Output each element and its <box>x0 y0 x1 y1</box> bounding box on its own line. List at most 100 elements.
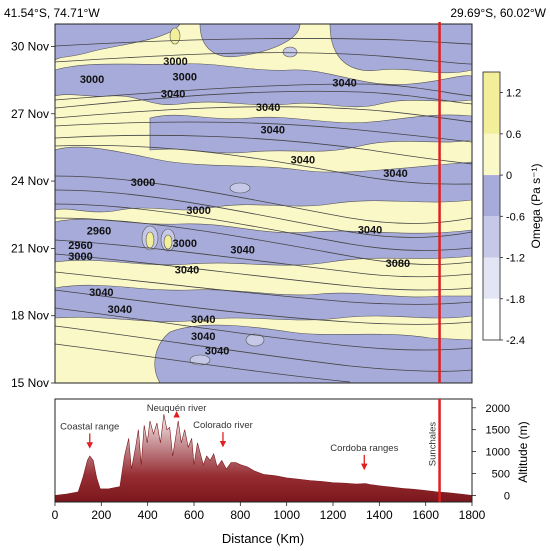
contour-label: 3040 <box>175 265 199 277</box>
strong-negative-pocket <box>245 333 265 347</box>
x-tick-label: 200 <box>91 508 111 522</box>
contour-line <box>55 106 472 123</box>
y-tick-label: 15 Nov <box>11 376 49 390</box>
contour-line <box>55 121 472 143</box>
annotation-label: Sunchales <box>427 422 438 467</box>
y-tick-label: 27 Nov <box>11 107 49 121</box>
y-tick-label: 18 Nov <box>11 309 49 323</box>
contour-label: 3040 <box>383 168 407 180</box>
colorbar-tick-label: -0.6 <box>506 211 525 223</box>
colorbar-tick-label: -1.2 <box>506 253 525 265</box>
contour-line <box>55 144 472 185</box>
contour-line <box>55 271 472 305</box>
altitude-tick-label: 500 <box>492 469 510 481</box>
negative-band <box>55 218 472 266</box>
positive-pocket <box>169 27 181 45</box>
colorbar-tick-label: 0.6 <box>506 129 521 141</box>
contour-label: 3040 <box>191 331 215 343</box>
colorbar-band <box>483 298 500 340</box>
annotation-label: Neuquén river <box>147 403 207 414</box>
contour-line <box>55 239 472 278</box>
colorbar: 1.2 0.6 0 -0.6 -1.2 -1.8 -2.4 Omega (Pa s⁻¹) <box>482 71 543 347</box>
y-tick-label: 30 Nov <box>11 39 49 53</box>
x-axis-label: Distance (Km) <box>222 531 304 546</box>
altitude-axis-ticks: 0 500 1000 1500 2000 <box>472 403 510 502</box>
positive-pocket <box>145 231 155 249</box>
contour-label: 3040 <box>230 244 254 256</box>
omega-panel: 3000 3000 3000 3040 3040 3040 3040 3040 3040 3000… <box>11 22 473 390</box>
contour-label: 3040 <box>291 155 315 167</box>
contour-line <box>55 37 472 47</box>
contour-label: 3040 <box>108 304 132 316</box>
colorbar-band <box>483 133 500 176</box>
contour-line <box>55 175 472 224</box>
contour-line <box>55 52 472 65</box>
contour-label: 3000 <box>163 56 187 68</box>
contour-label: 3040 <box>89 287 113 299</box>
contour-line <box>55 325 472 372</box>
y-tick-label: 21 Nov <box>11 241 49 255</box>
colorbar-tick-label: -2.4 <box>506 335 525 347</box>
contour-label: 3080 <box>386 258 410 270</box>
contour-label: 3040 <box>358 224 382 236</box>
geopotential-contours <box>55 37 472 383</box>
omega-fields: 3000 3000 3000 3040 3040 3040 3040 3040 3040 3000… <box>55 24 472 383</box>
negative-band <box>329 24 472 74</box>
x-tick-label: 0 <box>52 508 59 522</box>
contour-line <box>55 189 472 238</box>
colorbar-band <box>483 72 500 134</box>
contour-label: 3040 <box>261 124 285 136</box>
colorbar-bands <box>483 72 500 340</box>
negative-band <box>55 24 181 61</box>
colorbar-label: Omega (Pa s⁻¹) <box>529 163 543 248</box>
negative-band <box>55 284 472 322</box>
contour-label: 3000 <box>68 251 92 263</box>
contour-label: 3000 <box>186 205 210 217</box>
x-tick-label: 800 <box>230 508 250 522</box>
colorbar-band <box>483 257 500 299</box>
positive-pocket <box>163 234 173 250</box>
altitude-tick-label: 1500 <box>486 425 510 437</box>
colorbar-tick-label: 1.2 <box>506 88 521 100</box>
altitude-tick-label: 1000 <box>486 447 510 459</box>
contour-label: 3000 <box>131 177 155 189</box>
x-tick-label: 600 <box>184 508 204 522</box>
x-tick-label: 1600 <box>412 508 439 522</box>
strong-negative-pocket <box>189 354 211 366</box>
annotation-label: Coastal range <box>60 421 119 432</box>
x-tick-label: 400 <box>138 508 158 522</box>
contour-line <box>55 343 351 383</box>
negative-band <box>55 146 472 213</box>
contour-line <box>55 203 472 251</box>
colorbar-tick-label: 0 <box>506 170 512 182</box>
annotation-label: Cordoba ranges <box>330 443 398 454</box>
colorbar-tick-label: -1.8 <box>506 294 525 306</box>
x-tick-label: 1800 <box>459 508 486 522</box>
contour-line <box>55 83 472 101</box>
contour-labels: 3000 3000 3000 3040 3040 3040 3040 3040 3040 3000… <box>68 56 410 357</box>
x-tick-label: 1400 <box>366 508 393 522</box>
contour-label: 2960 <box>87 225 111 237</box>
contour-line <box>55 134 472 165</box>
strong-negative-pocket <box>282 46 298 58</box>
y-axis-ticks: 15 Nov 18 Nov 21 Nov 24 Nov 27 Nov 30 Nov <box>11 39 55 390</box>
contour-label: 3000 <box>172 72 196 84</box>
heatmap-frame <box>54 23 473 384</box>
contour-line <box>55 90 472 109</box>
colorbar-frame <box>482 71 501 341</box>
colorbar-ticks: 1.2 0.6 0 -0.6 -1.2 -1.8 -2.4 <box>500 88 525 347</box>
contour-line <box>55 307 472 351</box>
altitude-tick-label: 0 <box>504 490 510 502</box>
contour-label: 3040 <box>161 89 185 101</box>
colorbar-band <box>483 216 500 258</box>
contour-label: 3040 <box>256 102 280 114</box>
contour-label: 3000 <box>80 74 104 86</box>
contour-label: 3000 <box>172 238 196 250</box>
altitude-frame <box>54 398 473 503</box>
altitude-panel: Coastal range Neuquén river Colorado river… <box>52 398 530 546</box>
altitude-tick-label: 2000 <box>486 403 510 415</box>
strong-negative-pocket <box>229 182 251 194</box>
annotation-label: Colorado river <box>193 420 253 431</box>
contour-label: 2960 <box>68 240 92 252</box>
